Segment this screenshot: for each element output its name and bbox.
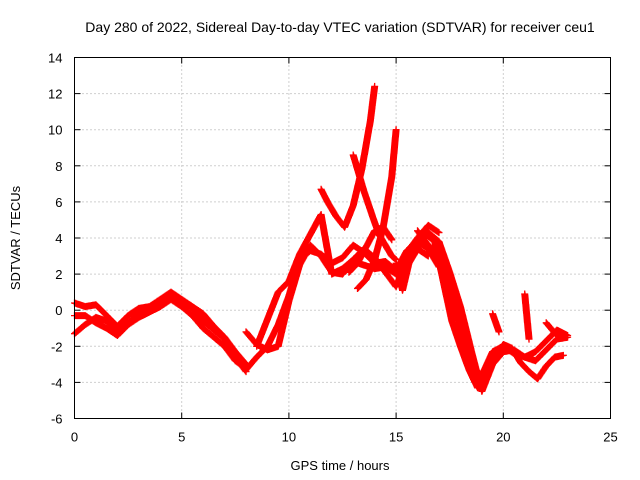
x-tick-label: 20 bbox=[496, 430, 510, 445]
x-tick-label: 5 bbox=[178, 430, 185, 445]
series-t10 bbox=[345, 223, 396, 276]
data-point-markers bbox=[521, 290, 533, 343]
x-tick-label: 10 bbox=[282, 430, 296, 445]
grid-lines bbox=[74, 57, 611, 419]
data-point-markers bbox=[71, 288, 250, 368]
data-point-markers bbox=[489, 310, 503, 336]
series-t2 bbox=[71, 288, 250, 368]
data-point-markers bbox=[414, 227, 572, 379]
series-t9 bbox=[354, 126, 400, 292]
y-tick-label: -4 bbox=[51, 375, 63, 390]
series-t15 bbox=[521, 290, 533, 343]
data-point-markers bbox=[345, 223, 396, 276]
axis-ticks: 0 5 10 15 20 25 -6 -4 -2 0 2 4 6 8 10 12 14 bbox=[48, 51, 618, 445]
y-tick-label: 2 bbox=[55, 267, 62, 282]
x-axis-label: GPS time / hours bbox=[291, 458, 390, 473]
y-tick-label: -2 bbox=[51, 339, 63, 354]
data-point-markers bbox=[542, 319, 561, 339]
data-points bbox=[71, 82, 572, 395]
series-t7 bbox=[317, 82, 379, 231]
data-point-markers bbox=[392, 230, 567, 392]
data-point-markers bbox=[354, 126, 400, 292]
y-tick-label: -6 bbox=[51, 412, 63, 427]
series-t16 bbox=[542, 319, 561, 339]
chart-title: Day 280 of 2022, Sidereal Day-to-day VTE… bbox=[85, 19, 595, 35]
y-tick-label: 6 bbox=[55, 195, 62, 210]
y-tick-label: 0 bbox=[55, 303, 62, 318]
y-tick-label: 12 bbox=[48, 87, 62, 102]
y-tick-label: 8 bbox=[55, 159, 62, 174]
y-tick-label: 10 bbox=[48, 123, 62, 138]
y-tick-label: 4 bbox=[55, 231, 62, 246]
series-t14 bbox=[489, 310, 503, 336]
x-tick-label: 25 bbox=[603, 430, 617, 445]
series-t11 bbox=[392, 230, 567, 392]
data-point-markers bbox=[317, 82, 379, 231]
x-tick-label: 15 bbox=[389, 430, 403, 445]
y-tick-label: 14 bbox=[48, 51, 62, 66]
x-tick-label: 0 bbox=[71, 430, 78, 445]
series-t13 bbox=[414, 227, 572, 379]
y-axis-label: SDTVAR / TECUs bbox=[8, 185, 23, 290]
